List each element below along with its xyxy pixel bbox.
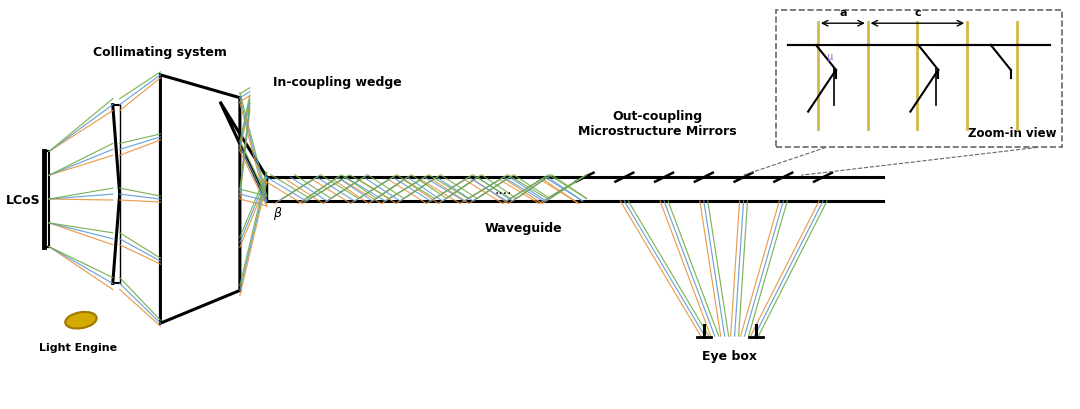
- Text: Eye box: Eye box: [702, 349, 757, 362]
- Text: μ: μ: [826, 52, 833, 62]
- Text: Out-coupling
Microstructure Mirrors: Out-coupling Microstructure Mirrors: [578, 110, 737, 138]
- Bar: [777, 11, 1063, 148]
- Text: Collimating system: Collimating system: [94, 46, 228, 59]
- Text: Zoom-in view: Zoom-in view: [968, 127, 1056, 140]
- Ellipse shape: [65, 312, 96, 329]
- Text: a: a: [839, 8, 847, 18]
- Text: β: β: [272, 207, 281, 220]
- Text: Waveguide: Waveguide: [484, 221, 562, 234]
- Text: Light Engine: Light Engine: [39, 342, 117, 352]
- Text: c: c: [914, 8, 920, 18]
- Text: ....: ....: [495, 183, 512, 197]
- Text: In-coupling wedge: In-coupling wedge: [272, 76, 402, 89]
- Text: LCoS: LCoS: [5, 193, 40, 206]
